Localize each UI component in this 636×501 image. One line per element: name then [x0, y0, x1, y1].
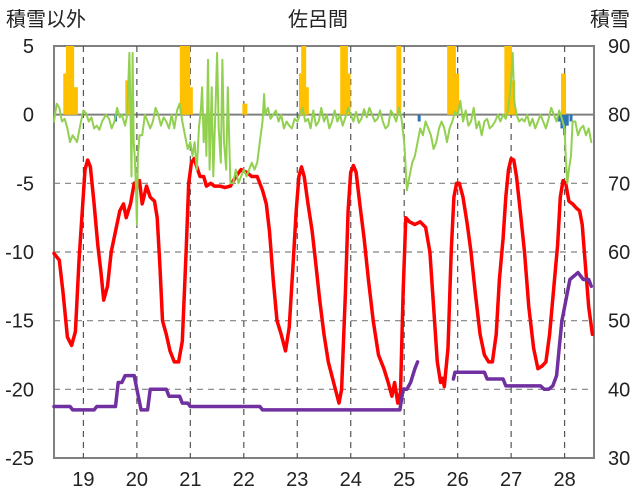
precipitation-bar — [342, 46, 348, 115]
x-tick-label: 19 — [72, 469, 94, 491]
right-tick-label: 30 — [608, 448, 630, 470]
chart-title: 佐呂間 — [288, 8, 348, 31]
precipitation-bar — [504, 46, 510, 115]
right-tick-label: 60 — [608, 242, 630, 264]
right-tick-label: 90 — [608, 36, 630, 58]
x-tick-label: 20 — [126, 469, 148, 491]
precipitation-bar — [561, 73, 567, 115]
precipitation-bar — [510, 80, 516, 115]
right-tick-label: 80 — [608, 105, 630, 127]
right-tick-label: 50 — [608, 311, 630, 333]
left-tick-label: -10 — [5, 242, 34, 264]
x-tick-label: 25 — [393, 469, 415, 491]
left-axis-title: 積雪以外 — [6, 8, 86, 31]
precipitation-bar — [396, 46, 402, 115]
x-tick-label: 28 — [553, 469, 575, 491]
left-tick-label: -15 — [5, 311, 34, 333]
precipitation-bar — [303, 87, 309, 115]
precipitation-bar — [450, 46, 456, 115]
snow-change-bar — [557, 114, 561, 122]
left-tick-label: 0 — [23, 105, 34, 127]
precipitation-bar — [242, 103, 248, 115]
snow-change-bar — [565, 114, 569, 126]
snow_depth-line — [52, 360, 420, 412]
x-tick-label: 24 — [340, 469, 362, 491]
x-tick-label: 23 — [286, 469, 308, 491]
x-tick-label: 21 — [179, 469, 201, 491]
precipitation-bar — [69, 46, 75, 115]
snow-change-bar — [417, 114, 421, 122]
right-tick-label: 70 — [608, 173, 630, 195]
snow-change-bar — [569, 114, 573, 122]
left-tick-label: -20 — [5, 379, 34, 401]
temperature-line — [52, 156, 595, 405]
left-tick-label: -5 — [16, 173, 34, 195]
precipitation-bar — [185, 46, 191, 115]
x-tick-label: 22 — [233, 469, 255, 491]
right-tick-label: 40 — [608, 379, 630, 401]
precipitation-bar — [179, 46, 185, 115]
precipitation-bar — [507, 46, 513, 115]
precipitation-bar — [447, 46, 453, 115]
precipitation-bar — [187, 87, 193, 115]
right-axis-title: 積雪 — [590, 8, 630, 31]
snow_depth-line — [451, 270, 594, 392]
precipitation-bar — [182, 46, 188, 115]
precipitation-bar — [454, 73, 460, 115]
precipitation-bar — [65, 46, 71, 115]
precipitation-bar — [63, 73, 69, 115]
precipitation-bar — [340, 46, 346, 115]
precipitation-bar — [345, 73, 351, 115]
x-tick-label: 26 — [447, 469, 469, 491]
x-tick-label: 27 — [500, 469, 522, 491]
precipitation-bar — [301, 46, 307, 115]
wind-line — [53, 51, 593, 226]
left-tick-label: 5 — [23, 36, 34, 58]
left-tick-label: -25 — [5, 448, 34, 470]
precipitation-bar — [72, 87, 78, 115]
